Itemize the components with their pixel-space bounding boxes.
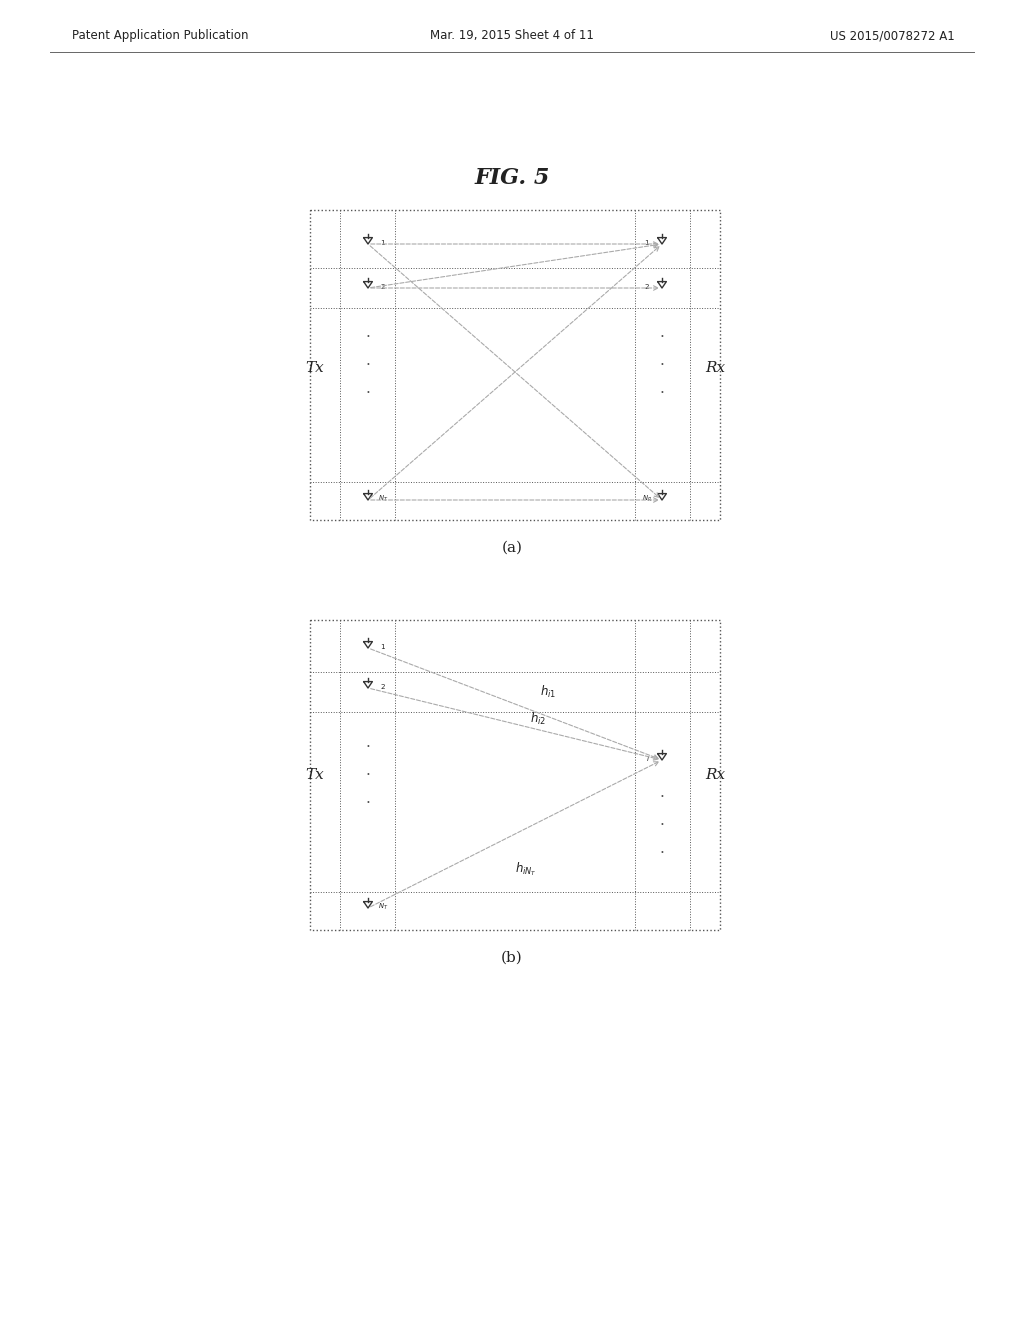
Text: $_1$: $_1$ — [380, 238, 386, 248]
Text: $h_{iN_T}$: $h_{iN_T}$ — [515, 861, 537, 878]
Text: .: . — [366, 352, 371, 368]
Text: $h_{i1}$: $h_{i1}$ — [540, 684, 556, 700]
Text: .: . — [659, 325, 665, 341]
Text: .: . — [366, 325, 371, 341]
Text: FIG. 5: FIG. 5 — [474, 168, 550, 189]
Text: $_2$: $_2$ — [644, 282, 650, 292]
Text: .: . — [659, 381, 665, 396]
Text: Mar. 19, 2015 Sheet 4 of 11: Mar. 19, 2015 Sheet 4 of 11 — [430, 29, 594, 42]
Text: $_i$: $_i$ — [646, 754, 650, 764]
Text: $_1$: $_1$ — [380, 642, 386, 652]
Text: Rx: Rx — [705, 768, 725, 781]
Text: .: . — [659, 352, 665, 368]
Text: Tx: Tx — [305, 360, 325, 375]
Text: Tx: Tx — [305, 768, 325, 781]
Text: (b): (b) — [501, 950, 523, 965]
Text: Patent Application Publication: Patent Application Publication — [72, 29, 249, 42]
Text: US 2015/0078272 A1: US 2015/0078272 A1 — [830, 29, 955, 42]
Text: $_2$: $_2$ — [380, 282, 386, 292]
Text: .: . — [659, 813, 665, 828]
Text: $_{N_T}$: $_{N_T}$ — [378, 494, 388, 504]
Text: Rx: Rx — [705, 360, 725, 375]
Text: .: . — [366, 381, 371, 396]
Text: .: . — [366, 763, 371, 777]
Text: .: . — [659, 841, 665, 855]
Text: .: . — [366, 791, 371, 807]
Text: (a): (a) — [502, 541, 522, 554]
Text: .: . — [659, 785, 665, 800]
Text: $h_{i2}$: $h_{i2}$ — [530, 711, 546, 727]
Text: $_1$: $_1$ — [644, 238, 650, 248]
Text: .: . — [366, 735, 371, 750]
Text: $_2$: $_2$ — [380, 682, 386, 692]
Text: $_{N_R}$: $_{N_R}$ — [642, 494, 652, 504]
Text: $_{N_T}$: $_{N_T}$ — [378, 902, 388, 912]
